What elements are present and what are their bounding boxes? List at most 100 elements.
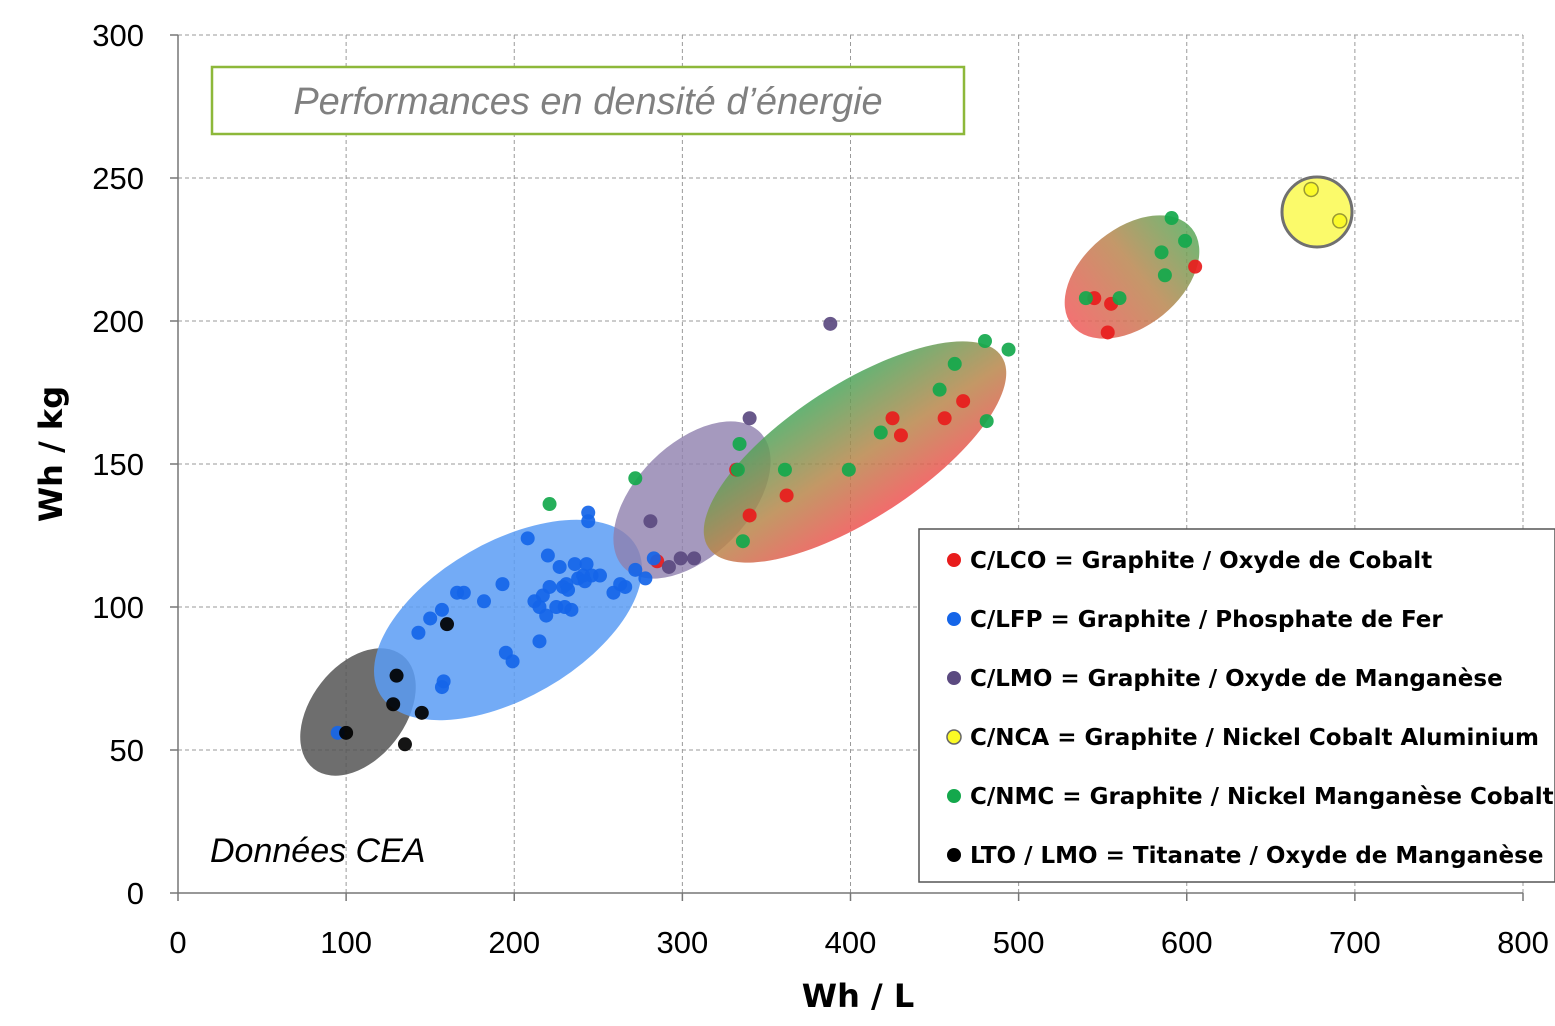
grid-layer (178, 34, 1524, 893)
data-point (841, 462, 856, 477)
x-tick-label: 700 (1329, 925, 1381, 960)
data-point (539, 608, 554, 623)
data-point (561, 582, 576, 597)
data-point (628, 471, 643, 486)
data-point (979, 414, 994, 429)
data-point (440, 617, 454, 632)
data-point (823, 316, 838, 331)
data-point (581, 514, 596, 529)
data-point (732, 436, 747, 451)
legend-marker (946, 729, 962, 745)
data-point (456, 585, 471, 600)
data-point (564, 602, 579, 617)
x-tick-label: 300 (657, 925, 709, 960)
data-point (1112, 291, 1127, 306)
data-point (661, 559, 676, 574)
y-tick-label: 50 (110, 733, 144, 768)
data-point (1154, 245, 1169, 260)
data-point (414, 705, 429, 720)
tick-labels: 0 100 200 300 400 500 600 700 800 0 50 100 150 200 250… (92, 18, 1549, 960)
data-point (643, 514, 658, 529)
data-point (618, 579, 633, 594)
data-point (1078, 291, 1093, 306)
legend-label: C/NMC = Graphite / Nickel Manganèse Coba… (970, 784, 1554, 810)
data-point (552, 559, 567, 574)
x-tick-label: 800 (1497, 925, 1549, 960)
data-point (673, 551, 688, 566)
data-point (423, 611, 438, 626)
x-tick-label: 400 (825, 925, 877, 960)
data-point (742, 411, 757, 426)
data-point (646, 551, 661, 566)
data-point (937, 411, 952, 426)
data-point (1331, 213, 1348, 229)
data-point (592, 568, 607, 583)
data-point (885, 411, 900, 426)
legend-marker (947, 553, 961, 567)
legend-marker (947, 671, 961, 685)
data-point (628, 562, 643, 577)
data-point (1188, 259, 1203, 274)
data-point (411, 625, 426, 640)
x-tick-label: 0 (169, 925, 186, 960)
data-point (436, 674, 451, 689)
data-point (978, 334, 992, 349)
y-tick-label: 150 (92, 447, 144, 482)
data-point (567, 557, 582, 572)
data-point (1303, 181, 1319, 198)
data-point (742, 508, 757, 523)
y-tick-label: 250 (92, 161, 144, 196)
data-point (873, 425, 888, 440)
data-points (330, 181, 1348, 752)
nmc-lco-region (703, 341, 1007, 563)
data-point (542, 579, 557, 594)
data-point (389, 668, 404, 683)
nca-region (1280, 175, 1354, 249)
data-point (505, 654, 520, 669)
data-point (638, 571, 653, 586)
x-tick-label: 100 (320, 925, 372, 960)
data-point (779, 488, 794, 503)
data-point (495, 577, 510, 592)
legend-label: C/LFP = Graphite / Phosphate de Fer (970, 607, 1443, 633)
legend-marker (947, 789, 961, 803)
data-point (893, 428, 908, 443)
legend-box (918, 528, 1555, 883)
legend-label: C/NCA = Graphite / Nickel Cobalt Alumini… (970, 725, 1539, 751)
data-point (1164, 211, 1179, 226)
high-energy-region (1064, 215, 1200, 339)
data-point (1178, 233, 1193, 248)
legend-label: C/LCO = Graphite / Oxyde de Cobalt (970, 548, 1432, 574)
data-point (577, 574, 592, 589)
data-point (932, 382, 947, 397)
data-point (947, 356, 962, 371)
data-point (532, 634, 547, 649)
legend-marker (947, 612, 961, 626)
legend-marker (947, 848, 961, 862)
data-point (386, 697, 401, 712)
data-point (777, 462, 792, 477)
data-point (687, 551, 702, 566)
y-tick-label: 100 (92, 590, 144, 625)
y-tick-label: 300 (92, 18, 144, 53)
data-point (1157, 268, 1172, 283)
data-point (542, 497, 557, 512)
legend-items: C/LCO = Graphite / Oxyde de Cobalt C/LFP … (946, 548, 1554, 869)
legend-label: C/LMO = Graphite / Oxyde de Manganèse (970, 666, 1503, 692)
data-point (540, 548, 555, 563)
legend-label: LTO / LMO = Titanate / Oxyde de Manganès… (970, 843, 1543, 869)
x-tick-label: 200 (488, 925, 540, 960)
title-box (210, 65, 966, 136)
data-point (1100, 325, 1115, 340)
chart-title: Performances en densité d’énergie (293, 81, 882, 123)
x-tick-label: 600 (1161, 925, 1213, 960)
data-point (339, 725, 354, 740)
legend: C/LCO = Graphite / Oxyde de Cobalt C/LFP … (918, 528, 1555, 883)
data-point (956, 394, 971, 409)
data-point (735, 534, 750, 549)
data-point (520, 531, 535, 546)
data-point (434, 602, 449, 617)
y-axis-title: Wh / kg (32, 386, 70, 522)
data-point (397, 737, 412, 752)
